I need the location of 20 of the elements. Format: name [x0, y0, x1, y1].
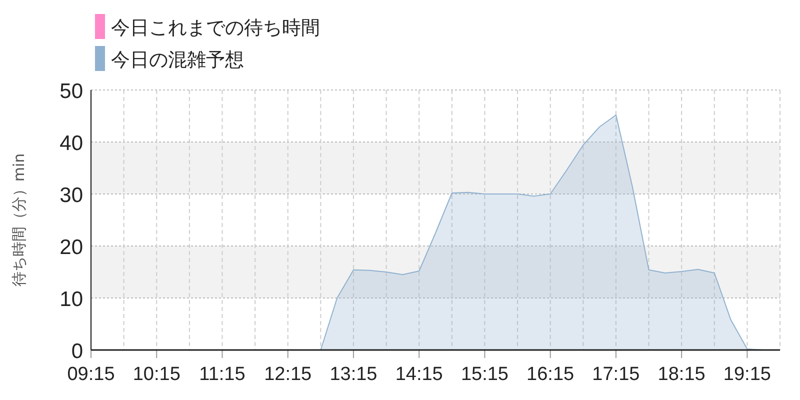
y-tick-label: 50	[60, 80, 83, 103]
x-tick-label: 09:15	[67, 364, 115, 385]
x-tick-label: 13:15	[330, 364, 378, 385]
legend-label: 今日これまでの待ち時間	[111, 17, 320, 39]
x-tick-label: 18:15	[658, 364, 706, 385]
y-tick-label: 40	[60, 132, 83, 155]
y-tick-label: 0	[71, 340, 83, 363]
x-tick-label: 14:15	[395, 364, 443, 385]
x-tick-label: 17:15	[592, 364, 640, 385]
x-tick-label: 10:15	[132, 364, 180, 385]
y-tick-label: 30	[60, 184, 83, 207]
x-tick-label: 19:15	[723, 364, 771, 385]
x-tick-label: 11:15	[199, 364, 246, 385]
y-axis-title: 待ち時間（分）min	[10, 153, 28, 287]
x-tick-label: 16:15	[526, 364, 574, 385]
y-tick-label: 10	[60, 288, 83, 311]
y-tick-label: 20	[60, 236, 83, 259]
x-tick-label: 12:15	[264, 364, 312, 385]
x-tick-label: 15:15	[460, 364, 508, 385]
legend-label: 今日の混雑予想	[111, 49, 244, 71]
